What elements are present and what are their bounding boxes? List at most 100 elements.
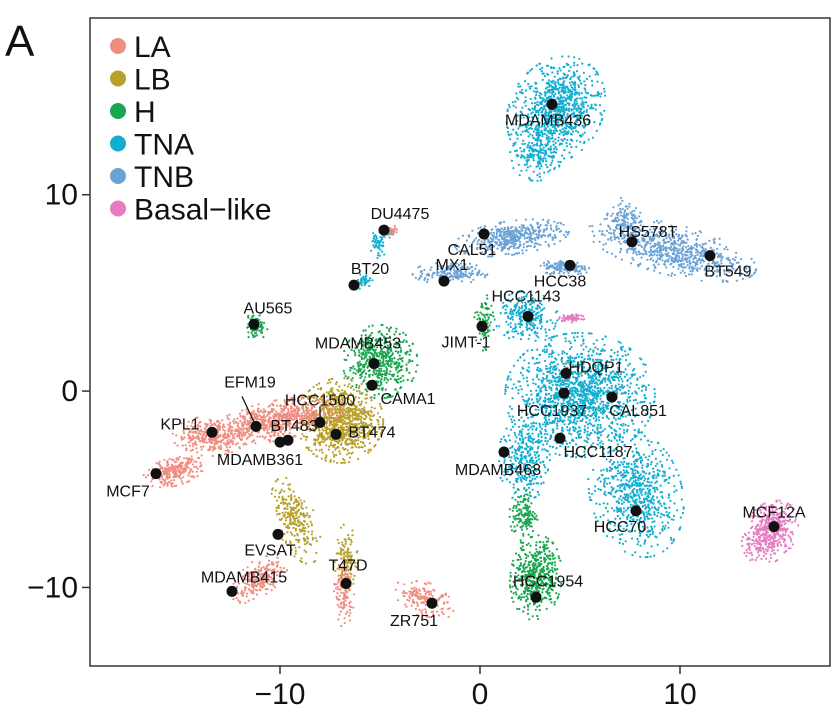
cell-point [613, 428, 616, 431]
cell-point [715, 252, 719, 255]
cell-point [513, 232, 516, 235]
cell-point [540, 111, 543, 114]
cell-point [685, 246, 688, 249]
cell-point [377, 251, 380, 254]
cell-point [554, 127, 557, 130]
cell-point [533, 245, 536, 249]
cell-point [678, 237, 681, 240]
cell-point [579, 97, 582, 100]
cell-point [596, 400, 599, 403]
cell-point [586, 387, 589, 391]
cell-point [523, 101, 526, 104]
cell-point [511, 415, 514, 418]
cell-point [535, 316, 538, 319]
scatter-points [142, 55, 800, 628]
cell-point [639, 262, 642, 265]
cell-point [566, 102, 569, 105]
cell-point [548, 367, 552, 370]
cell-point [686, 264, 689, 267]
cell-point [263, 321, 266, 324]
cell-point [510, 225, 514, 228]
cell-point [542, 107, 546, 110]
cell-point [682, 262, 685, 265]
cell-point [586, 423, 590, 426]
cell-point [630, 248, 633, 251]
cell-point [515, 314, 518, 317]
cell-point [741, 277, 745, 280]
cell-point [718, 243, 721, 246]
cell-point [556, 125, 559, 128]
cell-point [748, 276, 751, 279]
cell-point [551, 336, 554, 339]
cell-point [419, 270, 422, 273]
cell-point [570, 433, 573, 436]
cell-point [677, 243, 680, 246]
cell-point [524, 80, 527, 83]
cell-point [683, 253, 686, 256]
cell-point [713, 240, 716, 243]
cell-point [373, 237, 376, 240]
cell-point [672, 265, 675, 269]
cell-point [570, 138, 573, 141]
cell-point [561, 122, 564, 125]
cell-point [555, 367, 558, 370]
cell-point [534, 339, 537, 342]
cell-point [641, 245, 644, 248]
cell-point [373, 371, 376, 374]
cell-point [618, 386, 621, 389]
cell-point [522, 243, 526, 246]
cell-point [559, 108, 562, 111]
cell-point [545, 263, 549, 266]
cell-point [547, 355, 551, 358]
cell-point [565, 382, 568, 385]
cell-point [606, 214, 609, 217]
cell-point [672, 261, 675, 264]
cell-point [723, 272, 726, 276]
cell-point [580, 436, 583, 439]
cell-point [657, 263, 660, 266]
cell-point [587, 104, 590, 107]
cell-point [382, 361, 385, 364]
cell-point [563, 380, 566, 383]
cell-point [665, 249, 668, 253]
cell-point [590, 103, 593, 106]
cell-point [377, 254, 380, 257]
cell-point [344, 375, 347, 378]
cell-point [359, 370, 362, 373]
cell-point [556, 334, 559, 337]
cell-point [593, 396, 596, 399]
cell-point [551, 349, 554, 352]
cell-point [570, 99, 573, 102]
cell-point [524, 218, 528, 221]
cell-point [656, 257, 659, 260]
cell-point [575, 97, 578, 100]
cell-point [473, 316, 476, 319]
cell-point [543, 121, 546, 124]
cell-point [726, 257, 729, 260]
cell-point [508, 230, 511, 233]
cell-point [556, 108, 560, 111]
cell-point [616, 212, 619, 215]
cell-point [460, 280, 463, 283]
cell-point [711, 262, 714, 265]
cell-point [381, 323, 384, 327]
cell-point [543, 228, 546, 231]
cell-point [535, 233, 538, 236]
cell-point [563, 137, 566, 140]
cell-point [499, 243, 502, 246]
cell-point [553, 420, 556, 423]
cell-point [522, 234, 525, 237]
cell-point [359, 376, 362, 380]
cell-point [543, 123, 546, 126]
cell-point [592, 240, 595, 243]
cell-point [690, 248, 693, 251]
cell-point [556, 268, 559, 271]
cell-point [619, 388, 622, 391]
cell-point [681, 269, 684, 272]
cell-point [529, 244, 533, 248]
cell-point [352, 371, 355, 374]
cell-point [399, 380, 402, 383]
cell-point [552, 129, 555, 132]
cell-point [546, 433, 549, 436]
cell-point [604, 377, 607, 380]
